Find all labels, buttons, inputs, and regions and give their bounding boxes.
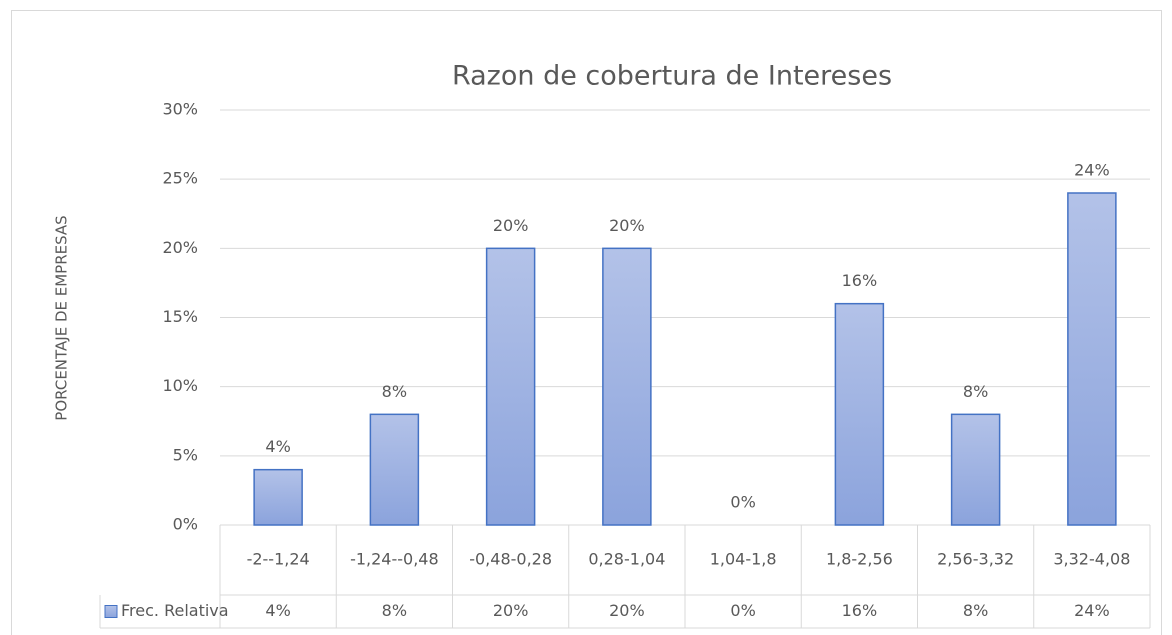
data-label: 20% xyxy=(493,216,529,235)
x-tick-label: -2--1,24 xyxy=(247,550,310,569)
table-value: 4% xyxy=(265,601,290,620)
y-tick-label: 10% xyxy=(162,376,198,395)
data-label: 8% xyxy=(963,382,988,401)
bar xyxy=(1067,192,1117,526)
y-tick-label: 30% xyxy=(162,100,198,119)
data-label: 20% xyxy=(609,216,645,235)
table-value: 8% xyxy=(382,601,407,620)
table-value: 8% xyxy=(963,601,988,620)
y-tick-label: 15% xyxy=(162,307,198,326)
bar xyxy=(602,247,652,526)
x-tick-label: 1,04-1,8 xyxy=(710,550,777,569)
data-label: 8% xyxy=(382,382,407,401)
bar xyxy=(485,247,536,526)
data-label: 24% xyxy=(1074,161,1110,180)
y-tick-label: 20% xyxy=(162,238,198,257)
bar xyxy=(834,302,885,526)
table-value: 20% xyxy=(609,601,645,620)
x-tick-label: 0,28-1,04 xyxy=(588,550,665,569)
x-tick-label: -0,48-0,28 xyxy=(469,550,552,569)
data-label: 0% xyxy=(730,493,755,512)
x-tick-label: 2,56-3,32 xyxy=(937,550,1014,569)
x-tick-label: 1,8-2,56 xyxy=(826,550,893,569)
bar xyxy=(253,468,303,526)
data-label: 16% xyxy=(842,271,878,290)
legend-label: Frec. Relativa xyxy=(121,601,229,620)
data-label: 4% xyxy=(265,437,290,456)
table-value: 20% xyxy=(493,601,529,620)
x-tick-label: 3,32-4,08 xyxy=(1053,550,1130,569)
chart-border xyxy=(11,10,1162,635)
chart-title: Razon de cobertura de Intereses xyxy=(452,61,892,92)
legend-swatch xyxy=(104,605,118,618)
y-tick-label: 0% xyxy=(173,515,198,534)
y-tick-label: 25% xyxy=(162,169,198,188)
y-tick-label: 5% xyxy=(173,445,198,464)
table-value: 24% xyxy=(1074,601,1110,620)
x-tick-label: -1,24--0,48 xyxy=(350,550,439,569)
bar xyxy=(950,413,1001,526)
table-value: 16% xyxy=(842,601,878,620)
y-axis-label: PORCENTAJE DE EMPRESAS xyxy=(53,215,71,420)
table-value: 0% xyxy=(730,601,755,620)
bar xyxy=(369,413,420,526)
